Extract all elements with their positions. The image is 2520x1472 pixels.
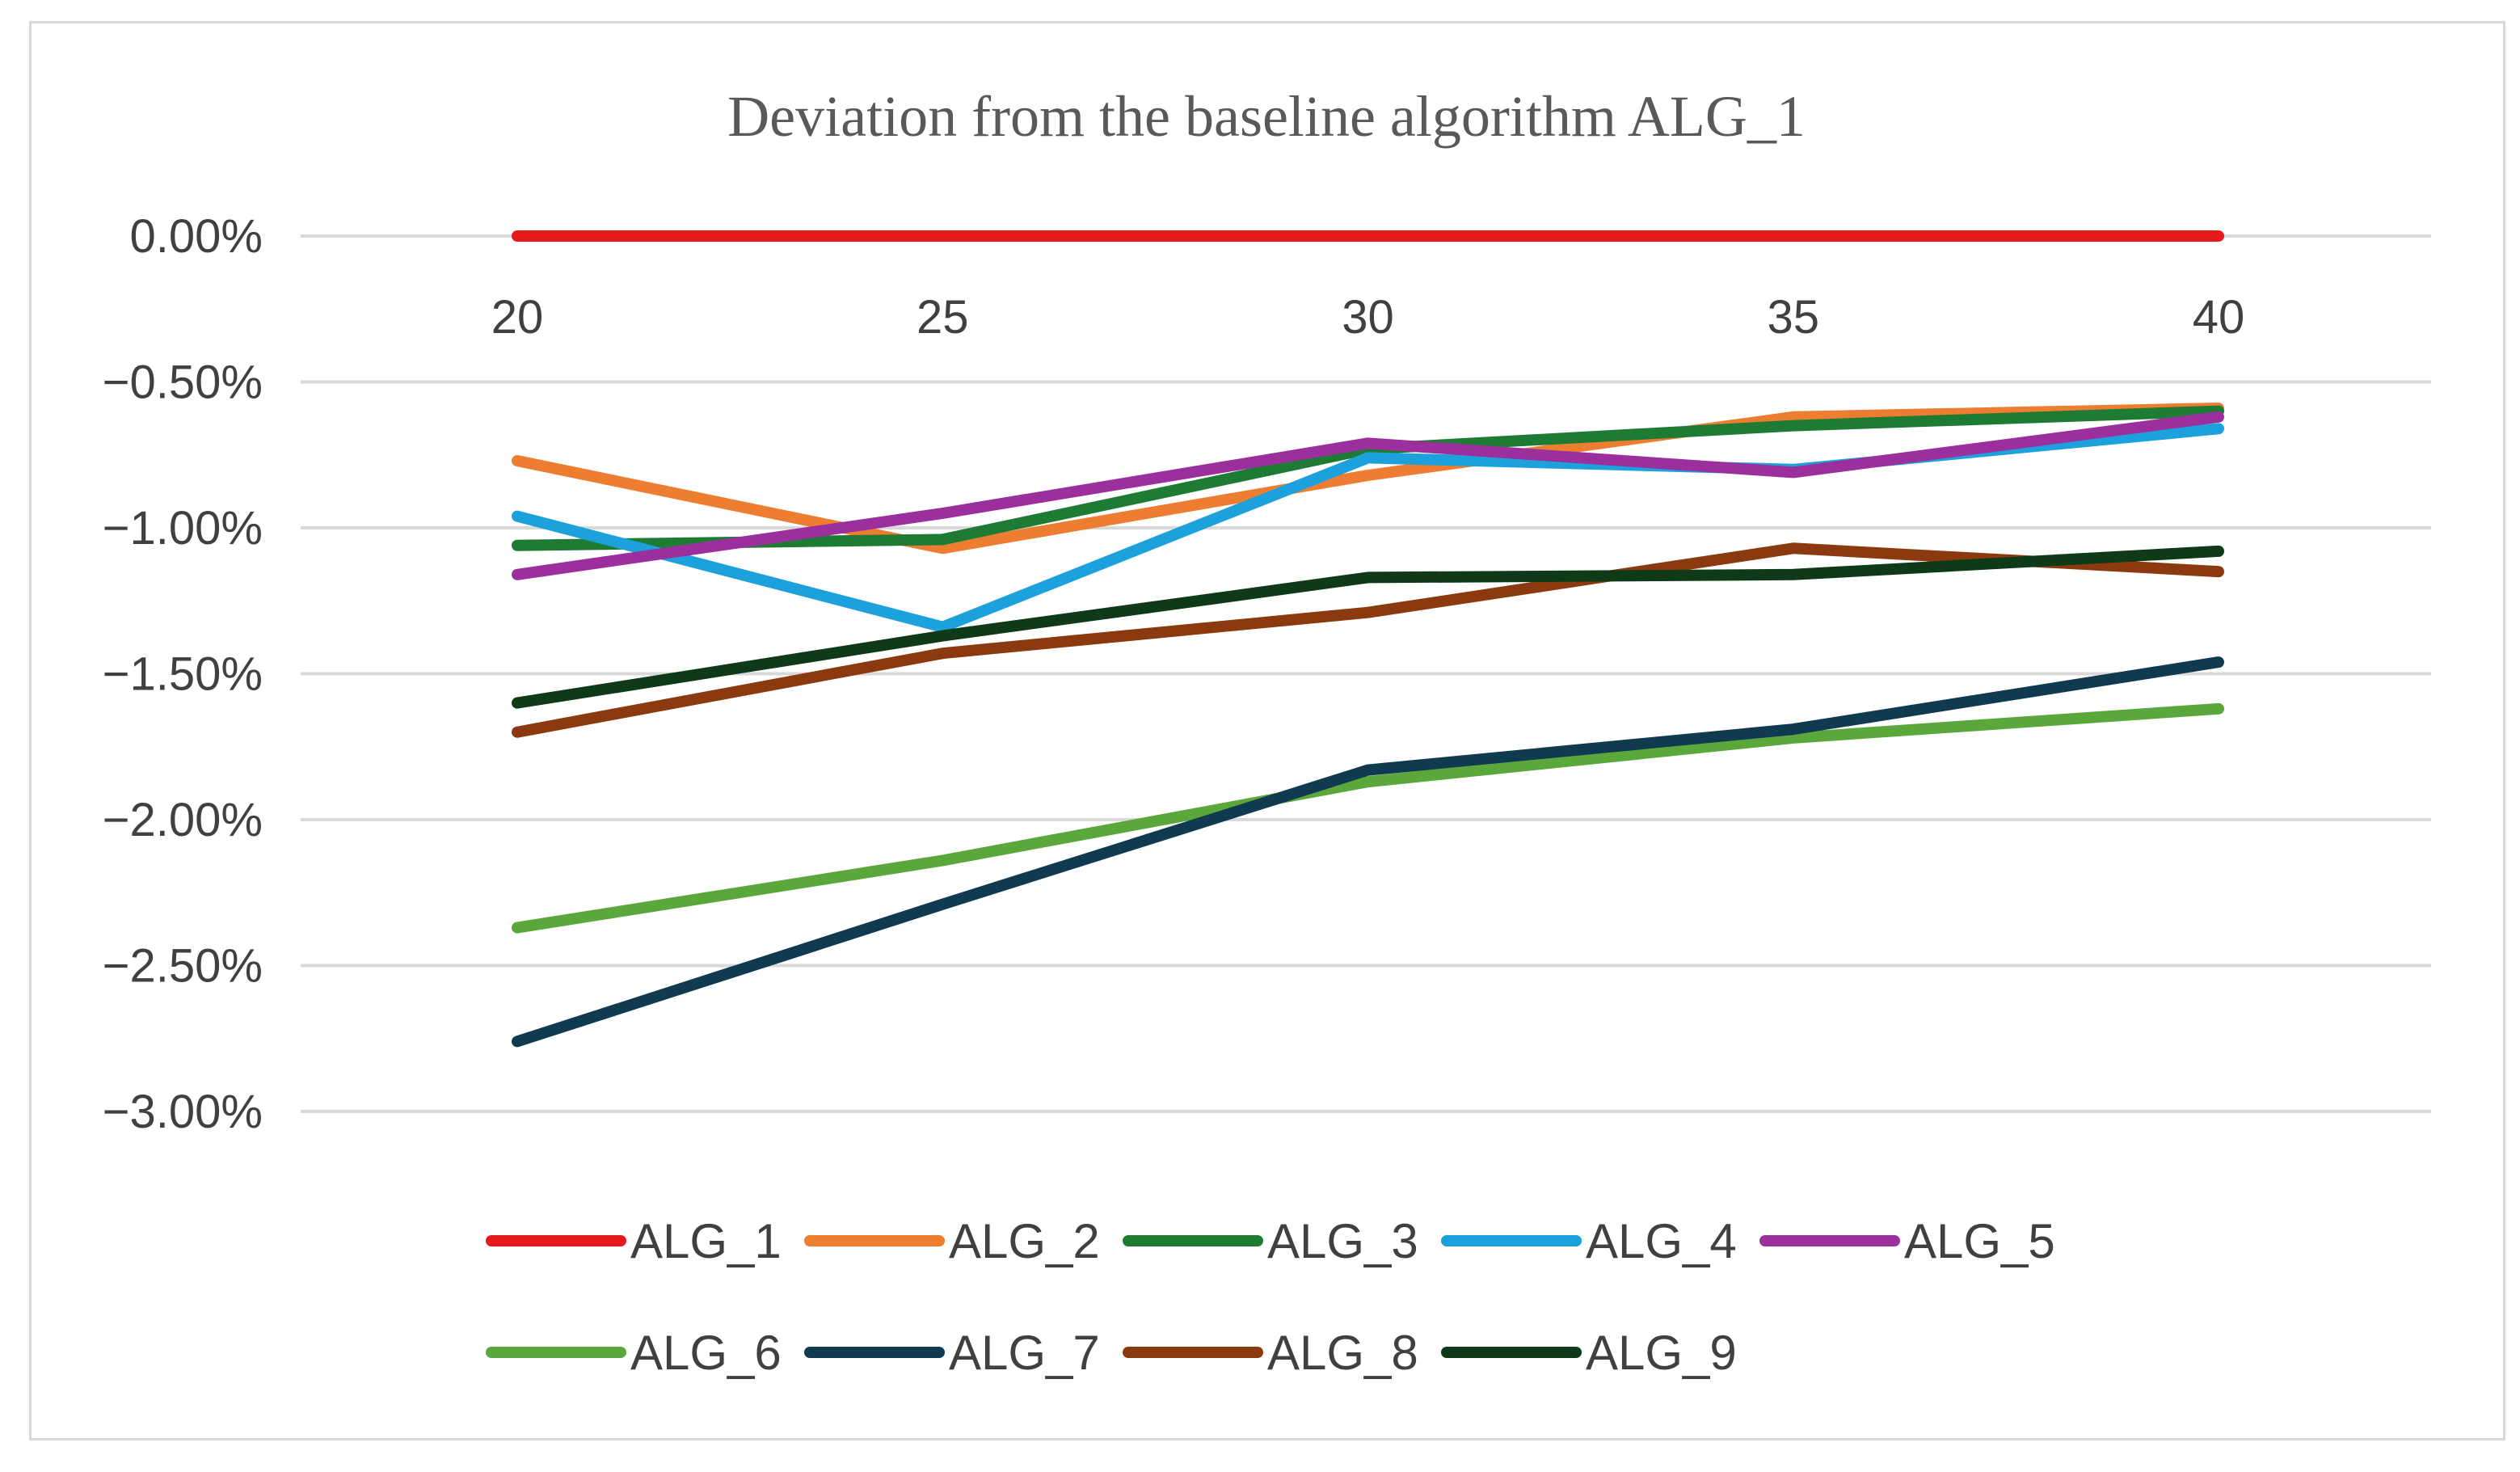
legend-item-alg-5: ALG_5 — [1759, 1214, 2055, 1268]
x-tick-label: 30 — [1342, 291, 1394, 344]
series-line-alg-9 — [512, 545, 2224, 709]
legend-label: ALG_1 — [630, 1214, 782, 1268]
x-tick-label: 25 — [917, 291, 969, 344]
y-tick-label: 0.00% — [130, 210, 263, 263]
legend-item-alg-4: ALG_4 — [1441, 1214, 1737, 1268]
legend: ALG_1 ALG_2 ALG_3 ALG_4 ALG_5 ALG_6 ALG_7 ALG_8… — [486, 1214, 2055, 1380]
series-line-alg-2 — [512, 403, 2224, 555]
y-axis-tick-labels: 0.00% −0.50% −1.00% −1.50% −2.00% −2.50% −3.00… — [103, 210, 263, 1138]
series-line-alg-3 — [512, 405, 2224, 551]
y-tick-label: −2.00% — [103, 794, 263, 846]
legend-item-alg-7: ALG_7 — [804, 1326, 1100, 1380]
legend-item-alg-6: ALG_6 — [486, 1326, 782, 1380]
chart-title: Deviation from the baseline algorithm AL… — [727, 84, 1806, 149]
legend-label: ALG_6 — [630, 1326, 782, 1380]
x-tick-label: 40 — [2193, 291, 2245, 344]
x-tick-label: 20 — [491, 291, 544, 344]
series-line-alg-7 — [512, 656, 2224, 1048]
legend-item-alg-9: ALG_9 — [1441, 1326, 1737, 1380]
legend-label: ALG_5 — [1904, 1214, 2055, 1268]
series-line-alg-8 — [512, 542, 2224, 738]
y-tick-label: −1.00% — [103, 502, 263, 555]
series-lines — [512, 230, 2224, 1048]
series-line-alg-5 — [512, 411, 2224, 580]
y-tick-label: −1.50% — [103, 648, 263, 701]
chart-frame — [29, 21, 2505, 1440]
series-line-alg-6 — [512, 702, 2224, 934]
legend-label: ALG_2 — [949, 1214, 1100, 1268]
y-tick-label: −0.50% — [103, 356, 263, 409]
x-tick-label: 35 — [1767, 291, 1819, 344]
legend-label: ALG_9 — [1586, 1326, 1737, 1380]
legend-item-alg-1: ALG_1 — [486, 1214, 782, 1268]
legend-label: ALG_3 — [1267, 1214, 1418, 1268]
x-axis-tick-labels: 20 25 30 35 40 — [491, 291, 2245, 344]
y-tick-label: −3.00% — [103, 1086, 263, 1138]
legend-label: ALG_8 — [1267, 1326, 1418, 1380]
legend-label: ALG_7 — [949, 1326, 1100, 1380]
legend-item-alg-8: ALG_8 — [1123, 1326, 1418, 1380]
legend-item-alg-2: ALG_2 — [804, 1214, 1100, 1268]
legend-label: ALG_4 — [1586, 1214, 1737, 1268]
legend-item-alg-3: ALG_3 — [1123, 1214, 1418, 1268]
y-tick-label: −2.50% — [103, 940, 263, 993]
